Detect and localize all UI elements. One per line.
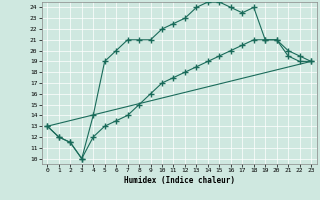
- X-axis label: Humidex (Indice chaleur): Humidex (Indice chaleur): [124, 176, 235, 185]
